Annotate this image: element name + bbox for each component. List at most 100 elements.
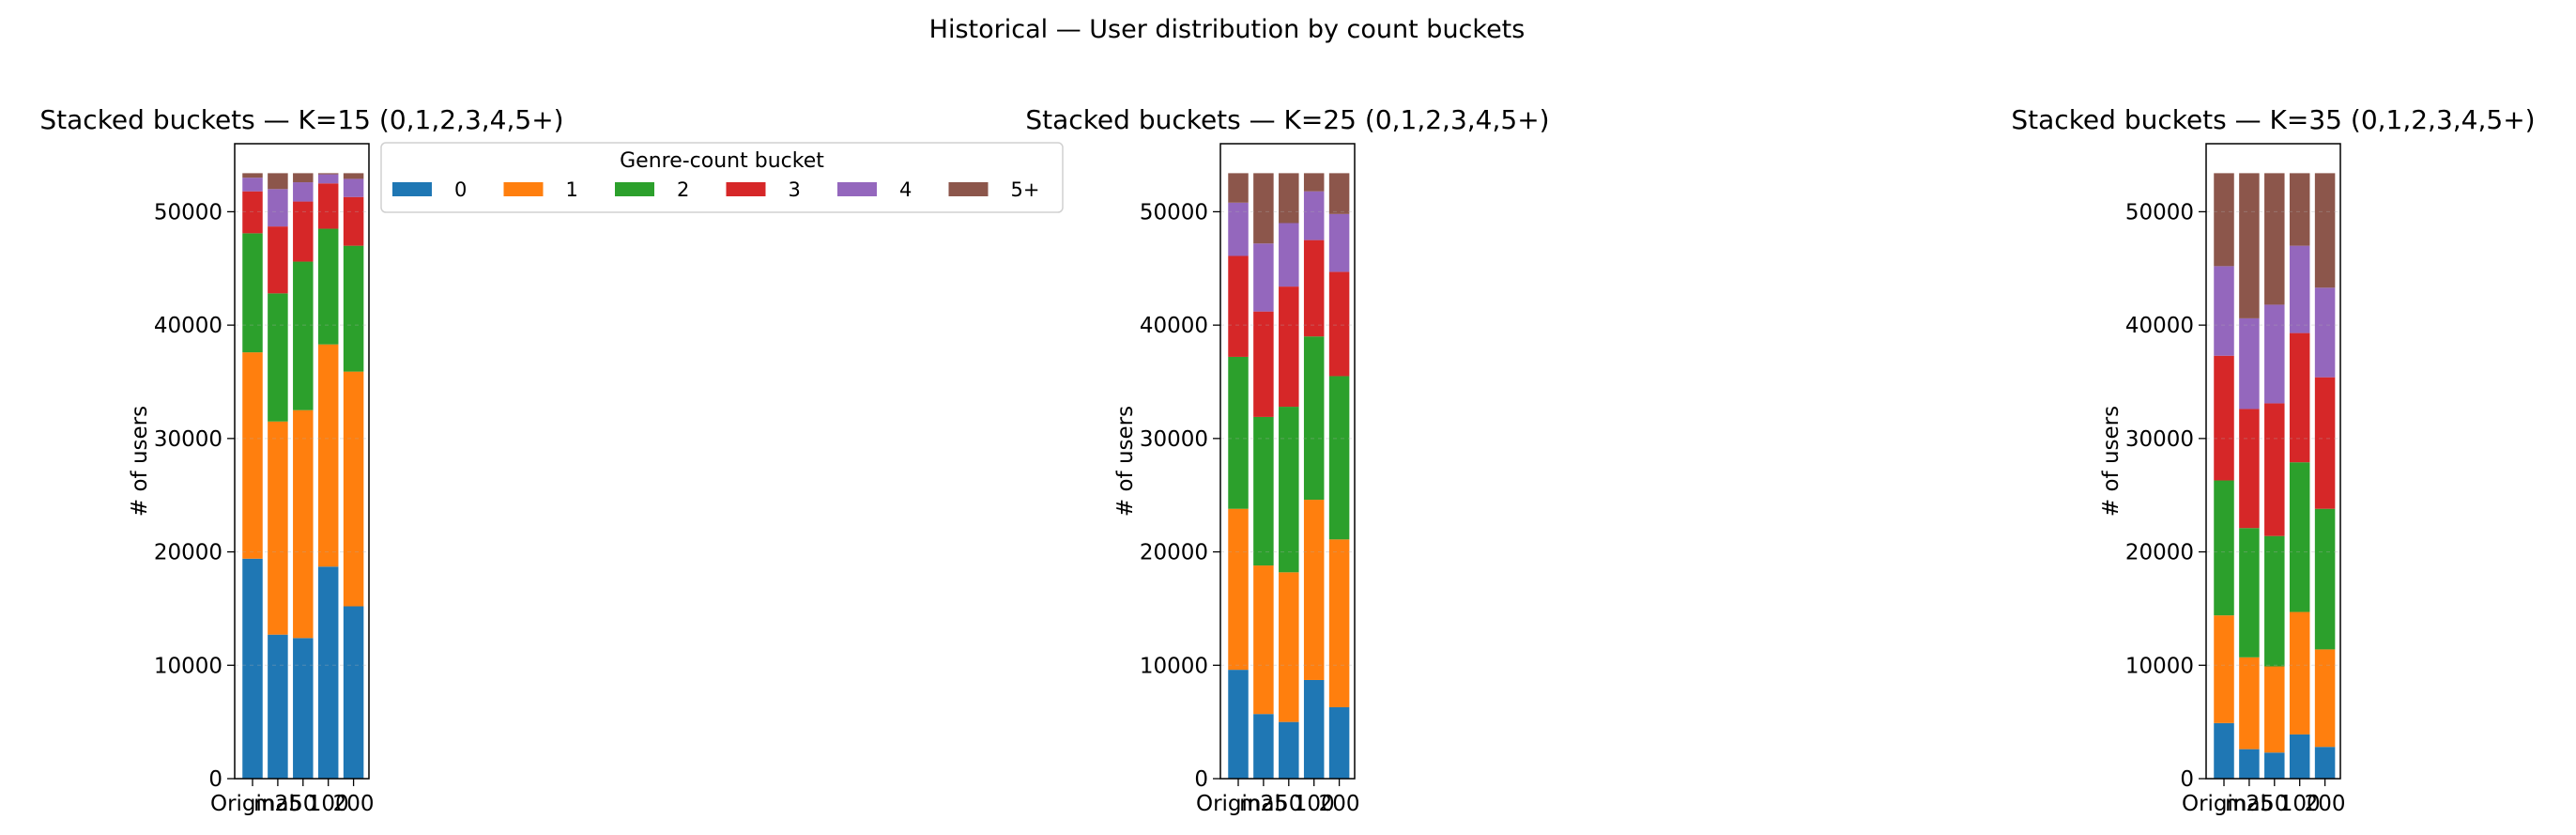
bar-segment-4 [242,178,263,192]
y-tick-label: 30000 [2125,427,2194,452]
bar-segment-2 [2214,480,2234,616]
bar-segment-4 [2264,304,2285,404]
bar-segment-4 [2214,266,2234,356]
bar-segment-3 [2289,332,2310,463]
bar-segment-4 [293,182,314,202]
x-tick-label: 50 [1275,792,1302,816]
y-axis-label: # of users [2099,406,2124,517]
bar-segment-1 [1279,572,1299,722]
x-tick-label: Original [2182,792,2266,816]
bar-segment-5plus [268,173,288,190]
axes-frame [234,143,370,780]
x-tick-label: Original [210,792,295,816]
y-tick-label: 40000 [2125,314,2194,338]
bar-segment-2 [2264,535,2285,667]
bar-segment-1 [317,344,339,567]
y-tick-label: 40000 [1140,314,1208,338]
x-tick-label: 200 [2305,792,2346,816]
bar-segment-5plus [2214,173,2234,267]
bar-segment-5plus [2314,173,2336,288]
bar-segment-2 [2239,528,2260,657]
legend-label: 1 [566,178,578,201]
legend-title: Genre-count bucket [620,149,824,173]
y-axis-label: # of users [1113,406,1138,517]
bar-segment-4 [317,174,339,184]
bar-segment-1 [1228,508,1249,671]
y-tick-label: 50000 [154,200,222,224]
bar-segment-4 [2289,245,2310,333]
bar-segment-3 [343,196,364,246]
panel-k25: Stacked buckets — K=25 (0,1,2,3,4,5+) 0 10… [1025,104,1549,816]
bar-segment-3 [317,183,339,229]
panel-k15: Stacked buckets — K=15 (0,1,2,3,4,5+) 0 10… [39,104,563,816]
y-tick-label: 0 [208,767,222,792]
bar-segment-3 [2239,409,2260,529]
bar-segment-5plus [2264,173,2285,305]
bar-segment-0 [317,566,339,779]
y-tick-label: 50000 [2125,200,2194,224]
bar-segment-3 [1303,240,1325,337]
bar-segment-1 [268,421,288,635]
x-tick-label: 200 [333,792,375,816]
bar-segment-4 [1328,213,1350,272]
legend-swatch-5plus [948,182,989,196]
bar-segment-4 [2239,317,2260,410]
y-tick-label: 40000 [154,314,222,338]
legend-swatch-3 [726,182,766,196]
bar-segment-5plus [1328,173,1350,214]
figure-suptitle: Historical — User distribution by count … [929,15,1526,44]
bar-segment-2 [1228,356,1249,509]
y-tick-label: 20000 [2125,541,2194,565]
bar-segment-4 [2314,287,2336,378]
legend-swatch-0 [392,182,432,196]
bar-segment-3 [268,226,288,294]
y-tick-label: 10000 [1140,654,1208,678]
bar-segment-2 [2314,508,2336,650]
x-tick-label: 200 [1319,792,1360,816]
y-tick-label: 0 [1194,767,1208,792]
bar-segment-4 [1279,223,1299,287]
bar-segment-3 [1328,271,1350,377]
bar-segment-0 [242,558,263,779]
legend-label: 0 [454,178,467,201]
bar-segment-2 [1303,336,1325,501]
panel-title: Stacked buckets — K=25 (0,1,2,3,4,5+) [1025,104,1549,135]
bar-segment-2 [317,228,339,345]
x-tick-label: 100 [2279,792,2321,816]
bar-segment-0 [1303,679,1325,779]
x-tick-label: m25 [2225,792,2274,816]
bar-segment-3 [2264,403,2285,536]
bar-segment-0 [1279,721,1299,779]
bar-segment-1 [1303,500,1325,680]
bar-segment-2 [242,233,263,353]
bar-segment-5plus [1279,173,1299,224]
bar-segment-4 [343,178,364,197]
bar-segment-2 [1253,416,1274,566]
x-tick-label: m25 [1239,792,1288,816]
legend: Genre-count bucket 0 1 2 3 4 5+ [380,142,1064,213]
bar-segment-3 [1279,286,1299,408]
legend-label: 4 [899,178,912,201]
y-tick-label: 30000 [154,427,222,452]
bar-segment-1 [2214,615,2234,723]
legend-swatch-1 [503,182,544,196]
bar-segment-5plus [1303,173,1325,192]
bar-segment-5plus [343,173,364,179]
x-tick-label: Original [1196,792,1280,816]
legend-swatch-4 [837,182,877,196]
x-tick-label: 100 [1294,792,1335,816]
bar-segment-2 [1279,407,1299,573]
legend-label: 2 [677,178,689,201]
bar-segment-0 [1253,714,1274,779]
bar-segment-0 [1328,706,1350,779]
bar-segment-5plus [1253,173,1274,244]
bar-segment-1 [1328,539,1350,707]
panel-title: Stacked buckets — K=15 (0,1,2,3,4,5+) [39,104,563,135]
x-tick-label: 50 [2261,792,2288,816]
y-tick-label: 0 [2180,767,2194,792]
bar-segment-0 [2314,747,2336,779]
y-tick-label: 30000 [1140,427,1208,452]
bar-segment-1 [1253,565,1274,715]
bar-segment-3 [293,201,314,262]
bar-segment-3 [2214,355,2234,481]
